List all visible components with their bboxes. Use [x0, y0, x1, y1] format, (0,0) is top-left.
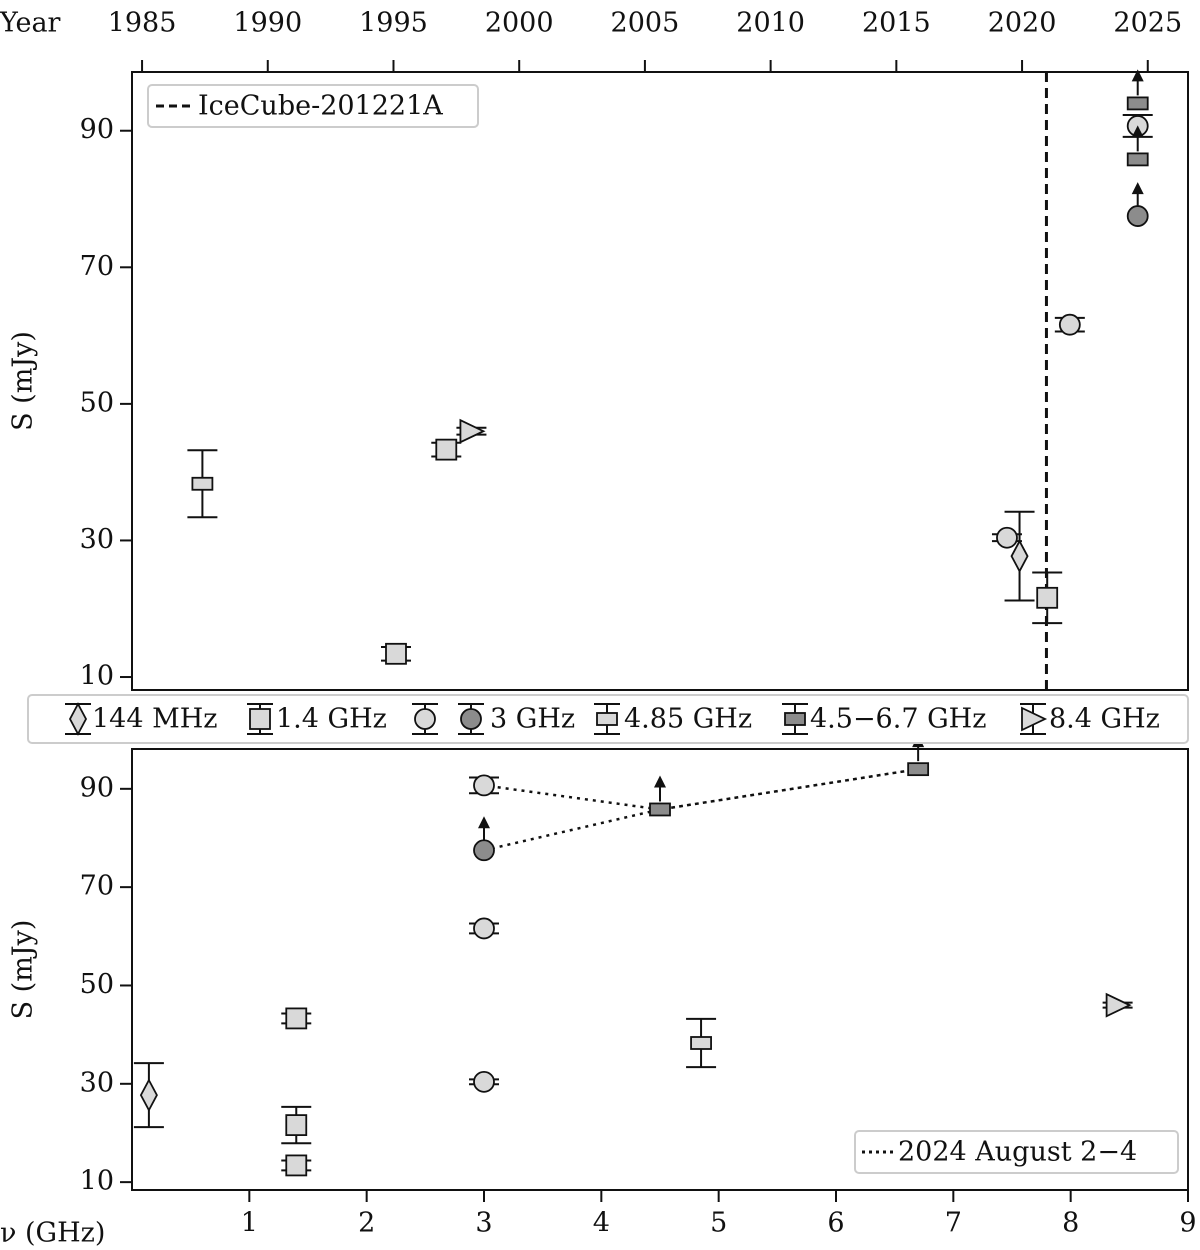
legend-box	[147, 84, 479, 128]
x-tick-label: 3	[475, 1208, 492, 1239]
marker	[907, 762, 930, 777]
marker	[473, 774, 495, 797]
marker	[1126, 96, 1149, 111]
marker	[1105, 992, 1132, 1018]
x-tick-label: 1995	[359, 8, 428, 39]
marker	[996, 526, 1018, 549]
x-tick-label: 2000	[485, 8, 554, 39]
y-tick-label: 50	[80, 387, 114, 418]
marker	[1126, 205, 1149, 227]
y-tick-label: 10	[80, 661, 114, 692]
y-tick-label: 30	[80, 524, 114, 555]
marker	[473, 1070, 495, 1093]
x-tick-label: 7	[945, 1208, 962, 1239]
x-tick-label: 1990	[233, 8, 302, 39]
legend-label: IceCube-201221A	[198, 91, 443, 122]
connect-line	[483, 767, 919, 852]
legend-label: 2024 August 2−4	[898, 1137, 1137, 1168]
legend-marker	[784, 712, 806, 726]
marker	[285, 1007, 308, 1030]
marker	[1126, 152, 1149, 167]
plot-frame	[131, 748, 1189, 1191]
y-tick-label: 70	[80, 871, 114, 902]
y-axis-label: S (mJy)	[8, 920, 39, 1020]
x-tick-label: 8	[1062, 1208, 1079, 1239]
legend-marker	[596, 712, 618, 726]
x-tick-label: 2015	[862, 8, 931, 39]
x-tick-label: 2005	[611, 8, 680, 39]
legend-label: 8.4 GHz	[1049, 704, 1160, 735]
legend-marker	[68, 702, 88, 736]
marker	[473, 917, 495, 940]
marker	[435, 438, 458, 461]
y-tick-label: 30	[80, 1067, 114, 1098]
y-axis-label: S (mJy)	[8, 331, 39, 431]
limit-arrow-head	[1131, 182, 1144, 195]
x-tick-label: 1985	[108, 8, 177, 39]
marker	[473, 839, 495, 862]
x-tick-label: 4	[593, 1208, 610, 1239]
plot-frame	[131, 71, 1189, 691]
marker	[1058, 313, 1081, 336]
marker	[459, 418, 486, 444]
marker	[385, 642, 407, 665]
x-axis-label: ν (GHz)	[0, 1218, 105, 1249]
x-tick-label: 1	[241, 1208, 258, 1239]
legend-label: 1.4 GHz	[276, 704, 387, 735]
x-tick-label: 2	[358, 1208, 375, 1239]
limit-arrow-head	[478, 816, 490, 829]
legend-box	[854, 1130, 1179, 1174]
limit-arrow-head	[654, 775, 666, 788]
legend-label: 4.5−6.7 GHz	[810, 704, 986, 735]
y-tick-label: 10	[80, 1166, 114, 1197]
legend-marker	[460, 708, 482, 730]
legend-label: 4.85 GHz	[624, 704, 752, 735]
x-axis-label: Year	[0, 8, 61, 39]
y-tick-label: 70	[80, 251, 114, 282]
marker	[690, 1036, 712, 1050]
legend-label: 144 MHz	[92, 704, 218, 735]
legend-label: 3 GHz	[490, 704, 575, 735]
y-tick-label: 90	[80, 114, 114, 145]
marker	[285, 1154, 308, 1177]
limit-arrow-head	[1131, 69, 1144, 82]
y-tick-label: 50	[80, 969, 114, 1000]
legend-marker	[249, 708, 271, 730]
legend-marker	[414, 708, 436, 730]
legend-marker	[1021, 706, 1048, 732]
marker	[191, 476, 214, 491]
x-tick-label: 2020	[988, 8, 1057, 39]
marker	[285, 1114, 308, 1137]
limit-arrow-head	[1131, 125, 1144, 138]
x-tick-label: 2025	[1113, 8, 1182, 39]
x-tick-label: 6	[827, 1208, 844, 1239]
marker	[1010, 539, 1029, 574]
marker	[1036, 586, 1059, 609]
marker	[649, 802, 671, 817]
x-tick-label: 2010	[736, 8, 805, 39]
x-tick-label: 5	[710, 1208, 727, 1239]
y-tick-label: 90	[80, 772, 114, 803]
x-tick-label: 9	[1179, 1208, 1196, 1239]
marker	[139, 1078, 158, 1113]
